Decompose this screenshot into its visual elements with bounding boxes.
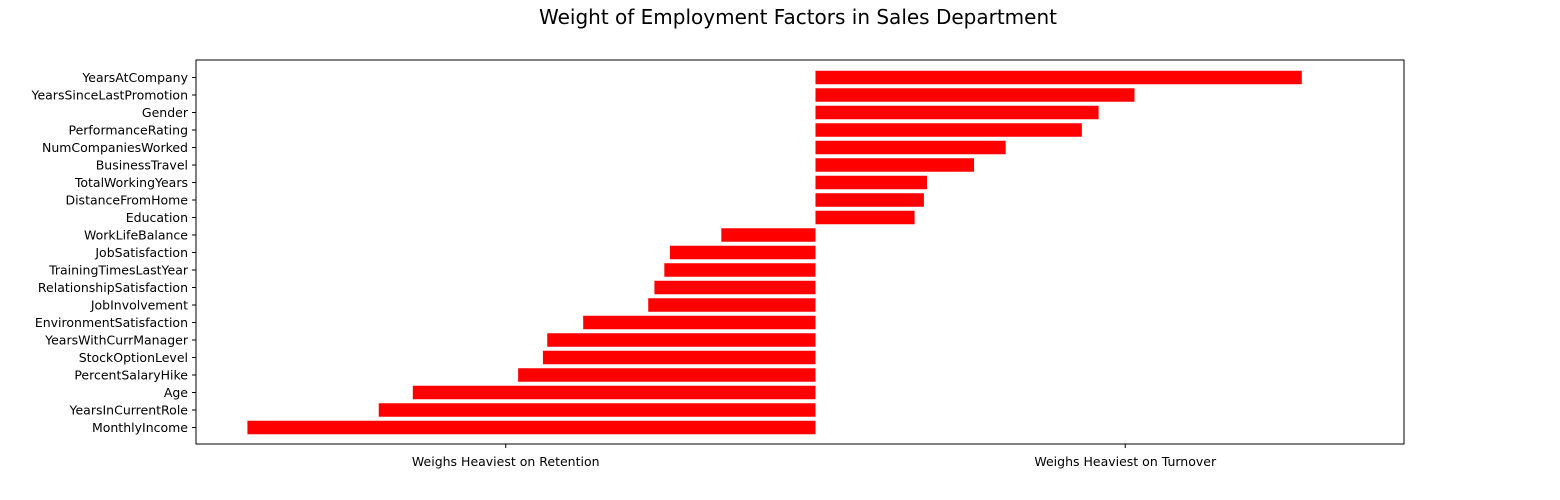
category-label: TrainingTimesLastYear [48,263,189,278]
category-label: YearsSinceLastPromotion [30,88,188,103]
bar-DistanceFromHome [815,193,924,207]
bar-PercentSalaryHike [518,368,816,382]
bar-YearsInCurrentRole [378,403,816,417]
bar-Age [412,385,816,400]
x-axis-ticks: Weighs Heaviest on Retention Weighs Heavi… [412,444,1217,469]
category-label: TotalWorkingYears [74,175,188,190]
bar-TotalWorkingYears [815,175,927,190]
category-label: Age [164,385,188,400]
category-label: YearsInCurrentRole [69,403,189,418]
bar-YearsSinceLastPromotion [815,88,1135,102]
category-label: EnvironmentSatisfaction [35,315,188,330]
bar-YearsAtCompany [815,70,1302,85]
bar-TrainingTimesLastYear [664,263,816,277]
bar-YearsWithCurrManager [547,333,816,347]
category-label: Education [126,210,188,225]
category-label: JobInvolvement [90,298,188,313]
category-label: MonthlyIncome [92,420,188,435]
category-label: RelationshipSatisfaction [38,280,188,295]
category-label: Gender [142,105,189,120]
x-tick-label: Weighs Heaviest on Turnover [1034,454,1217,469]
category-label: DistanceFromHome [65,193,188,208]
category-label: WorkLifeBalance [84,228,188,243]
bar-StockOptionLevel [542,350,816,365]
category-label: JobSatisfaction [94,245,188,260]
bar-EnvironmentSatisfaction [583,315,816,330]
chart-title: Weight of Employment Factors in Sales De… [539,5,1057,29]
bar-MonthlyIncome [247,420,816,435]
category-label: YearsAtCompany [81,70,188,85]
bar-JobInvolvement [648,298,816,312]
bar-Education [815,210,915,225]
x-tick-label: Weighs Heaviest on Retention [412,454,600,469]
category-label: BusinessTravel [96,158,188,173]
bar-NumCompaniesWorked [815,140,1006,155]
category-label: YearsWithCurrManager [44,333,189,348]
bars-group [247,70,1302,435]
category-label: StockOptionLevel [79,350,188,365]
category-labels: YearsAtCompany YearsSinceLastPromotion Gen… [30,70,196,435]
category-label: NumCompaniesWorked [42,140,188,155]
bar-RelationshipSatisfaction [654,280,816,295]
bar-Gender [815,105,1099,120]
category-label: PerformanceRating [68,123,188,138]
bar-BusinessTravel [815,158,975,172]
category-label: PercentSalaryHike [74,368,188,383]
bar-PerformanceRating [815,123,1082,137]
bar-WorkLifeBalance [721,228,816,242]
bar-JobSatisfaction [669,245,816,260]
